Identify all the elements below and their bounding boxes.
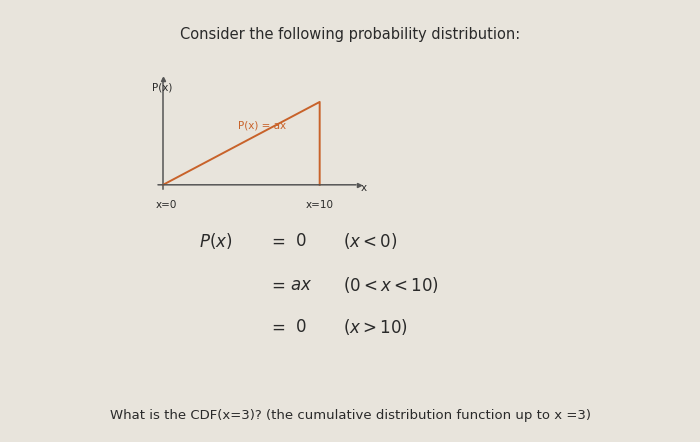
Text: $(x > 10)$: $(x > 10)$ [343,317,408,337]
Text: P(x) = ax: P(x) = ax [238,120,286,130]
Text: x: x [360,183,367,193]
Text: x=10: x=10 [306,200,334,210]
Text: x=0: x=0 [155,200,177,210]
Text: $P(x)$: $P(x)$ [199,231,233,251]
Text: $(x < 0)$: $(x < 0)$ [343,231,398,251]
Text: $(0 < x < 10)$: $(0 < x < 10)$ [343,275,439,295]
Text: $0$: $0$ [295,232,307,250]
Text: $=$: $=$ [268,318,285,336]
Text: What is the CDF(x=3)? (the cumulative distribution function up to x =3): What is the CDF(x=3)? (the cumulative di… [109,409,591,422]
Text: $ax$: $ax$ [290,276,312,294]
Text: $=$: $=$ [268,276,285,294]
Text: $0$: $0$ [295,318,307,336]
Text: Consider the following probability distribution:: Consider the following probability distr… [180,27,520,42]
Text: P(x): P(x) [152,82,172,92]
Text: $=$: $=$ [268,232,285,250]
